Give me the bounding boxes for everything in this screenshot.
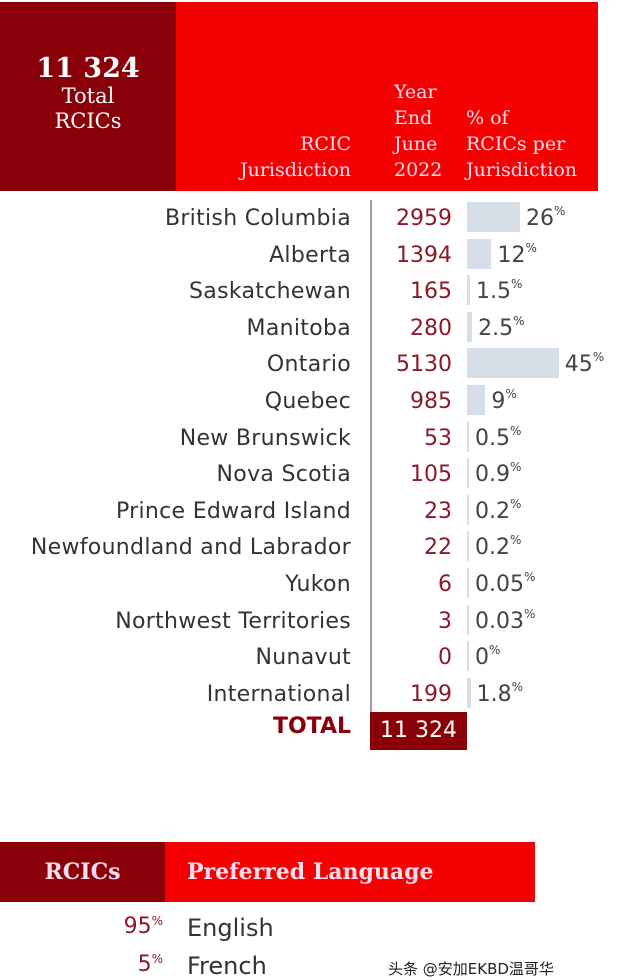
language-name: French — [187, 952, 267, 980]
percent-label: 1.5% — [476, 277, 523, 305]
percent-label: 0.9% — [475, 460, 522, 488]
percent-bar — [467, 531, 469, 562]
jurisdiction-name: Nova Scotia — [216, 462, 351, 488]
table-row: Northwest Territories 3 0.03% — [0, 604, 618, 645]
rcic-count: 280 — [410, 315, 452, 341]
table-row: British Columbia 2959 26% — [0, 202, 618, 242]
percent-bar — [467, 238, 492, 269]
table-row: International 199 1.8% — [0, 677, 618, 718]
rcic-count: 53 — [424, 425, 452, 451]
rcic-count: 985 — [410, 389, 452, 414]
percent-label: 12% — [497, 240, 537, 268]
percent-bar — [467, 421, 469, 452]
percent-bar — [467, 202, 521, 232]
jurisdiction-name: Northwest Territories — [115, 608, 351, 634]
language-header-right: Preferred Language — [165, 842, 535, 902]
total-label: Total — [61, 84, 115, 108]
jurisdiction-name: Nunavut — [255, 645, 351, 671]
rcic-count: 199 — [410, 681, 452, 707]
percent-label: 0.05% — [475, 570, 536, 597]
percent-bar — [467, 275, 471, 306]
percent-bar — [467, 641, 469, 672]
jurisdiction-name: Saskatchewan — [189, 279, 351, 305]
col-pct: % of RCICs per Jurisdiction — [466, 107, 578, 181]
watermark: 头条 @安加EKBD温哥华 — [388, 960, 554, 978]
table-row: New Brunswick 53 0.5% — [0, 421, 618, 462]
rcic-count: 105 — [410, 462, 452, 488]
percent-bar — [467, 494, 469, 525]
table-row: Nova Scotia 105 0.9% — [0, 458, 618, 498]
percent-bar — [467, 385, 486, 415]
jurisdiction-name: New Brunswick — [179, 425, 351, 451]
rcic-count: 1394 — [396, 242, 452, 268]
rcic-count: 0 — [438, 645, 452, 671]
rcic-count: 22 — [424, 535, 452, 561]
jurisdiction-name: International — [206, 681, 351, 707]
jurisdiction-name: Yukon — [285, 572, 351, 597]
language-header-left: RCICs — [0, 842, 165, 902]
percent-label: 0% — [475, 643, 501, 671]
percent-bar — [467, 311, 473, 342]
jurisdiction-name: Quebec — [264, 389, 351, 414]
jurisdiction-name: Alberta — [269, 242, 351, 268]
jurisdiction-name: British Columbia — [164, 206, 351, 231]
table-row: Ontario 5130 45% — [0, 348, 618, 388]
rcic-count: 2959 — [396, 206, 452, 231]
rcic-count: 6 — [438, 572, 452, 597]
percent-label: 2.5% — [478, 313, 525, 341]
percent-label: 0.2% — [475, 533, 522, 561]
percent-label: 0.2% — [475, 496, 522, 524]
total-row-value: 11 324 — [370, 712, 467, 750]
table-row: Quebec 985 9% — [0, 385, 618, 425]
table-header: RCIC Jurisdiction Year End June 2022 % of RCI… — [176, 2, 598, 191]
total-rcics-box: 11 324 Total RCICs — [0, 2, 176, 191]
total-row-label: TOTAL — [272, 714, 351, 739]
language-pct: 95% — [123, 914, 163, 939]
percent-label: 26% — [526, 204, 566, 231]
rcic-count: 23 — [424, 498, 452, 524]
language-name: English — [187, 914, 274, 942]
percent-label: 45% — [564, 350, 605, 378]
rcic-count: 5130 — [396, 352, 452, 378]
table-row: Manitoba 280 2.5% — [0, 311, 618, 352]
table-row: Newfoundland and Labrador 22 0.2% — [0, 531, 618, 571]
table-row: Saskatchewan 165 1.5% — [0, 275, 618, 315]
table-row: Alberta 1394 12% — [0, 238, 618, 279]
jurisdiction-name: Prince Edward Island — [115, 498, 351, 524]
percent-bar — [467, 677, 471, 708]
jurisdiction-name: Ontario — [266, 352, 351, 378]
percent-label: 0.5% — [475, 423, 522, 451]
jurisdiction-name: Newfoundland and Labrador — [30, 535, 351, 561]
percent-bar — [467, 458, 469, 489]
table-row: Nunavut 0 0% — [0, 641, 618, 681]
percent-bar — [467, 348, 559, 379]
rcic-count: 165 — [410, 279, 452, 305]
total-number: 11 324 — [36, 53, 140, 84]
total-label-2: RCICs — [54, 109, 122, 133]
percent-bar — [467, 604, 469, 635]
table-row: Yukon 6 0.05% — [0, 568, 618, 608]
percent-label: 9% — [491, 387, 517, 414]
percent-bar — [467, 568, 469, 598]
percent-label: 0.03% — [475, 606, 536, 634]
percent-label: 1.8% — [476, 679, 524, 707]
divider-line — [370, 200, 372, 712]
rcic-count: 3 — [438, 608, 452, 634]
col-jurisdiction: RCIC Jurisdiction — [239, 133, 351, 181]
jurisdiction-name: Manitoba — [246, 315, 351, 341]
language-pct: 5% — [137, 952, 163, 977]
table-row: Prince Edward Island 23 0.2% — [0, 494, 618, 535]
col-year: Year End June 2022 — [394, 81, 443, 181]
